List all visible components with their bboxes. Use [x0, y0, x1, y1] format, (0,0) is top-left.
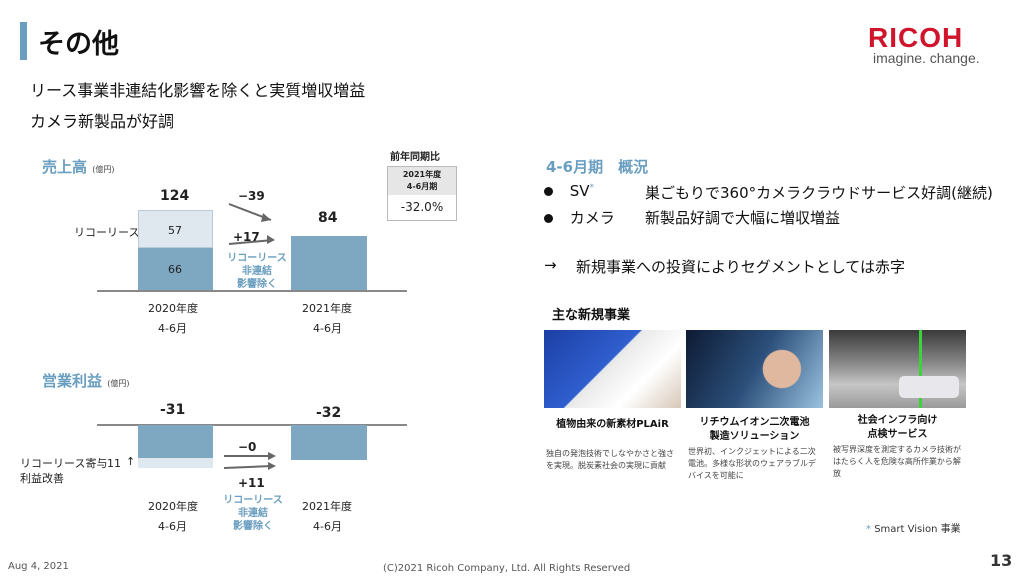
conclusion-arrow-icon: →	[544, 256, 557, 274]
sales-x1: 2020年度	[148, 302, 198, 315]
sales-note: リコーリース 非連結 影響除く	[227, 253, 287, 290]
sales-delta-arrows	[228, 203, 275, 245]
sales-2020-lease-value: 57	[168, 224, 182, 237]
profit-2020-bar	[138, 425, 213, 458]
infrastructure-image	[829, 330, 966, 408]
yoy-col-header: 2021年度 4-6月期	[388, 167, 456, 195]
overview-item-sv-text: 巣ごもりで360°カメラクラウドサービス好調(継続)	[645, 184, 993, 202]
sales-axis	[97, 290, 407, 292]
overview-item-sv: SV*	[544, 182, 594, 200]
overview-item-camera: カメラ	[544, 207, 615, 228]
overview-item-camera-label: カメラ	[569, 209, 615, 227]
new-business-title: 主な新規事業	[552, 308, 631, 323]
plair-image	[544, 330, 681, 408]
yoy-table: 2021年度 4-6月期 -32.0%	[387, 166, 457, 221]
card-3-title: 社会インフラ向け 点検サービス	[857, 415, 938, 440]
sales-x2b: 4-6月	[313, 322, 342, 335]
battery-image	[686, 330, 823, 408]
profit-lease-label-1: リコーリース寄与	[20, 457, 108, 470]
profit-x2: 2021年度	[302, 500, 352, 513]
profit-lease-label-2: 利益改善	[20, 472, 64, 485]
bullet-icon	[544, 187, 553, 196]
profit-title: 営業利益 (億円)	[42, 370, 130, 391]
profit-delta-1: −0	[238, 440, 257, 454]
sales-2021-bar	[291, 236, 367, 291]
logo-tagline: imagine. change.	[873, 50, 980, 66]
profit-2020-label: -31	[160, 402, 186, 418]
card-2-title: リチウムイオン二次電池 製造ソリューション	[699, 417, 810, 442]
profit-2020-lease-segment	[138, 458, 213, 468]
footnote-mark: *	[866, 524, 871, 535]
yoy-header: 前年同期比	[390, 152, 440, 163]
profit-2021-bar	[291, 425, 367, 460]
ricoh-logo: RICOH	[868, 22, 964, 53]
sales-unit: (億円)	[92, 165, 115, 174]
footnote: * Smart Vision 事業	[866, 520, 961, 535]
card-3-desc: 被写界深度を測定するカメラ技術がはたらく人を危険な高所作業から解放	[833, 445, 961, 478]
footer-copyright: (C)2021 Ricoh Company, Ltd. All Rights R…	[383, 563, 631, 574]
overview-item-sv-label: SV	[569, 182, 590, 200]
profit-lease-up-arrow: ↑	[126, 455, 136, 468]
sales-lease-label: リコーリース	[74, 226, 140, 239]
card-2-desc: 世界初、インクジェットによる二次電池。多様な形状のウェアラブルデバイスを可能に	[688, 447, 816, 480]
footnote-text: Smart Vision 事業	[874, 524, 961, 535]
sales-x2: 2021年度	[302, 302, 352, 315]
profit-axis	[97, 424, 407, 426]
sales-title: 売上高 (億円)	[42, 156, 115, 177]
profit-x2b: 4-6月	[313, 520, 342, 533]
yoy-value: -32.0%	[400, 200, 444, 214]
profit-unit: (億円)	[107, 379, 130, 388]
sales-2020-other-segment	[138, 248, 213, 291]
sales-2020-lease-segment	[138, 210, 213, 248]
profit-delta-arrows	[223, 452, 276, 470]
subtitle-1: リース事業非連結化影響を除くと実質増収増益	[30, 81, 366, 100]
profit-2021-label: -32	[316, 405, 342, 421]
profit-x1b: 4-6月	[158, 520, 187, 533]
footer-date: Aug 4, 2021	[8, 561, 69, 572]
sales-title-text: 売上高	[42, 158, 88, 176]
overview-item-sv-mark: *	[589, 183, 595, 193]
subtitle-2: カメラ新製品が好調	[30, 112, 175, 131]
title-accent-bar	[20, 22, 27, 60]
overview-conclusion: 新規事業への投資によりセグメントとしては赤字	[576, 258, 905, 276]
page-title: その他	[38, 29, 119, 60]
bullet-icon	[544, 214, 553, 223]
profit-title-text: 営業利益	[42, 372, 103, 390]
sales-delta-2: +17	[233, 230, 260, 244]
overview-title: 4-6月期 概況	[546, 158, 649, 176]
page-number: 13	[990, 551, 1013, 570]
card-1-desc: 独自の発泡技術でしなやかさと強さを実現。脱炭素社会の実現に貢献	[546, 449, 674, 470]
card-1-title: 植物由来の新素材PLAiR	[556, 419, 669, 430]
sales-x1b: 4-6月	[158, 322, 187, 335]
profit-note: リコーリース 非連結 影響除く	[223, 495, 283, 532]
sales-2021-total: 84	[318, 210, 338, 226]
profit-delta-2: +11	[238, 476, 265, 490]
profit-x1: 2020年度	[148, 500, 198, 513]
sales-delta-1: −39	[238, 189, 265, 203]
sales-2020-total: 124	[160, 188, 190, 204]
overview-item-camera-text: 新製品好調で大幅に増収増益	[645, 209, 841, 227]
profit-lease-value: 11	[107, 457, 121, 470]
sales-2020-other-value: 66	[168, 263, 182, 276]
